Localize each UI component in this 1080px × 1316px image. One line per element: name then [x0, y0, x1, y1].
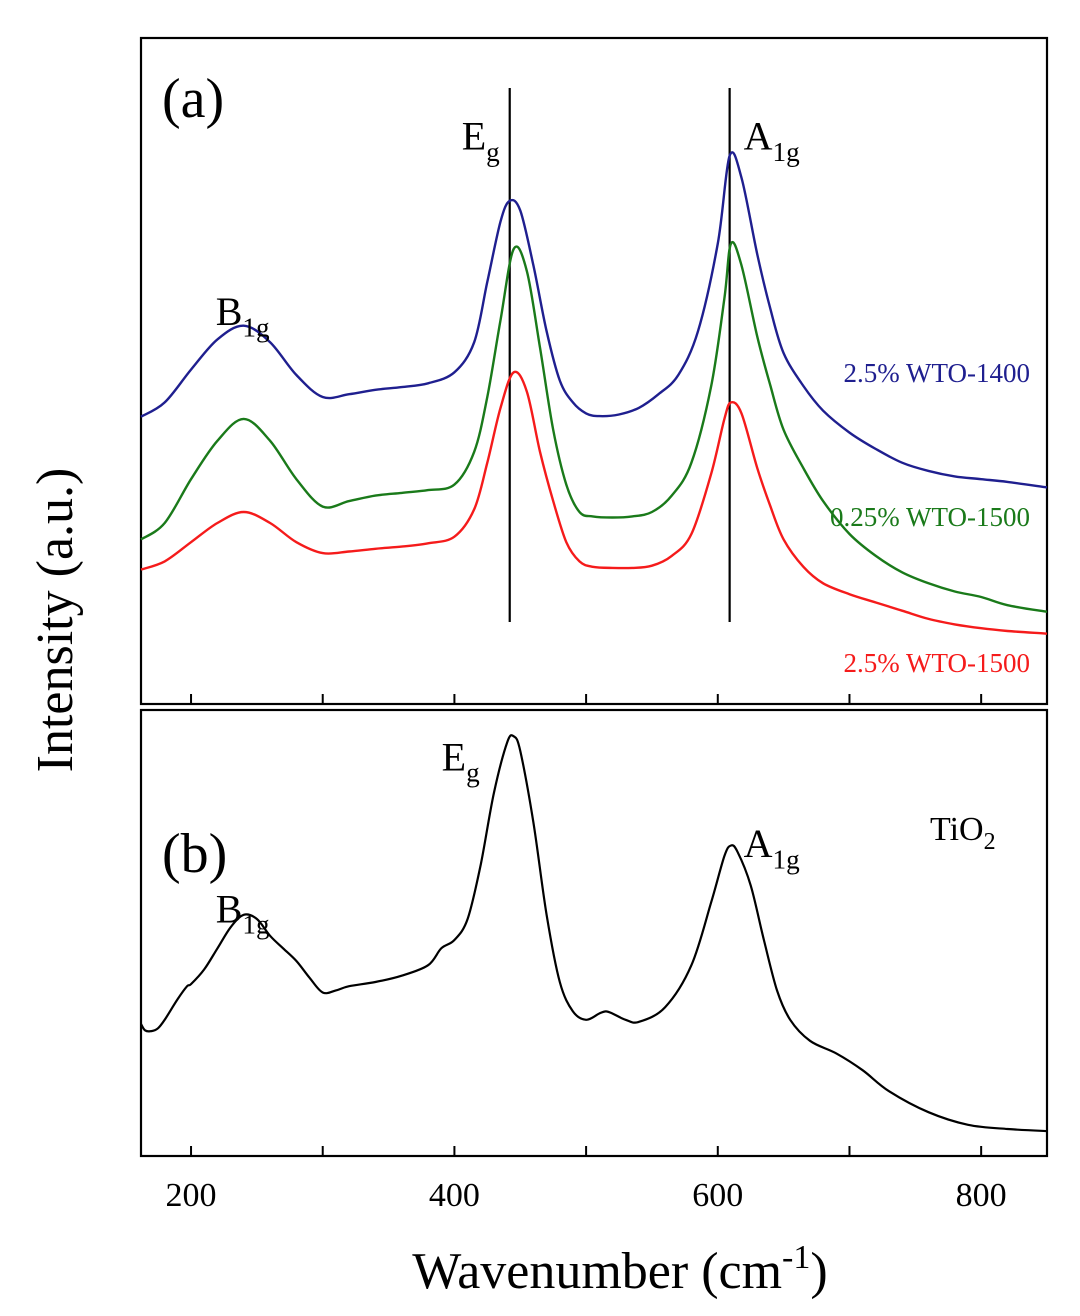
peak-label-a-eg: Eg — [462, 114, 500, 167]
peak-label-b-b1g-base: B — [216, 886, 243, 931]
peak-label-b-eg-base: E — [442, 735, 466, 780]
panel-a-peak-markers — [508, 88, 731, 622]
peak-label-a-a1g-sub: 1g — [773, 137, 801, 167]
tio2-legend-label: TiO2 — [930, 811, 996, 855]
panel-b-frame — [139, 708, 1049, 1158]
panel-a-label: (a) — [162, 68, 224, 130]
peak-label-b-a1g: A1g — [744, 821, 800, 874]
tio2-legend-sub: 2 — [984, 829, 996, 855]
x-tick-label-800: 800 — [956, 1177, 1007, 1214]
peak-label-a-a1g: A1g — [744, 114, 800, 167]
panel-a-x-ticks — [190, 694, 983, 704]
peak-label-a-b1g-base: B — [216, 289, 243, 334]
series-line-2 — [140, 241, 1048, 613]
x-tick-label-600: 600 — [692, 1177, 743, 1214]
panel-b-label: (b) — [162, 823, 227, 885]
series-line-3 — [140, 370, 1048, 635]
peak-label-a-b1g-sub: 1g — [242, 312, 270, 342]
x-axis-label: Wavenumber (cm-1) — [412, 1239, 827, 1300]
peak-label-b-eg: Eg — [442, 735, 480, 788]
peak-label-b-a1g-base: A — [744, 821, 773, 866]
x-axis-label-main: Wavenumber (cm — [412, 1243, 782, 1300]
peak-label-a-a1g-base: A — [744, 114, 773, 159]
series-label-2: 0.25% WTO-1500 — [830, 502, 1030, 532]
tio2-series-line — [140, 734, 1048, 1133]
peak-label-a-eg-base: E — [462, 114, 486, 159]
x-tick-label-400: 400 — [429, 1177, 480, 1214]
x-axis-label-superscript: -1 — [782, 1239, 810, 1276]
panel-b-curves — [140, 734, 1048, 1133]
peak-label-b-a1g-sub: 1g — [773, 844, 801, 874]
series-label-3: 2.5% WTO-1500 — [844, 648, 1030, 678]
panel-a-curves — [140, 151, 1048, 635]
y-axis-label: Intensity (a.u.) — [27, 468, 84, 773]
panel-a-series-labels: 2.5% WTO-1400 0.25% WTO-1500 2.5% WTO-1500 — [830, 358, 1030, 678]
peak-label-b-b1g-sub: 1g — [242, 910, 270, 940]
series-label-1: 2.5% WTO-1400 — [844, 358, 1030, 388]
panel-a-frame — [139, 36, 1049, 706]
peak-label-a-eg-sub: g — [486, 137, 500, 167]
x-tick-label-200: 200 — [166, 1177, 217, 1214]
peak-label-a-b1g: B1g — [216, 289, 270, 342]
peak-label-b-eg-sub: g — [466, 758, 480, 788]
x-tick-labels: 200 400 600 800 — [166, 1177, 1007, 1214]
tio2-legend-base: TiO — [930, 811, 984, 848]
series-line-1 — [140, 151, 1048, 489]
x-axis-label-close: ) — [810, 1243, 827, 1300]
peak-label-b-b1g: B1g — [216, 886, 270, 939]
panel-b-x-ticks — [190, 1146, 983, 1156]
